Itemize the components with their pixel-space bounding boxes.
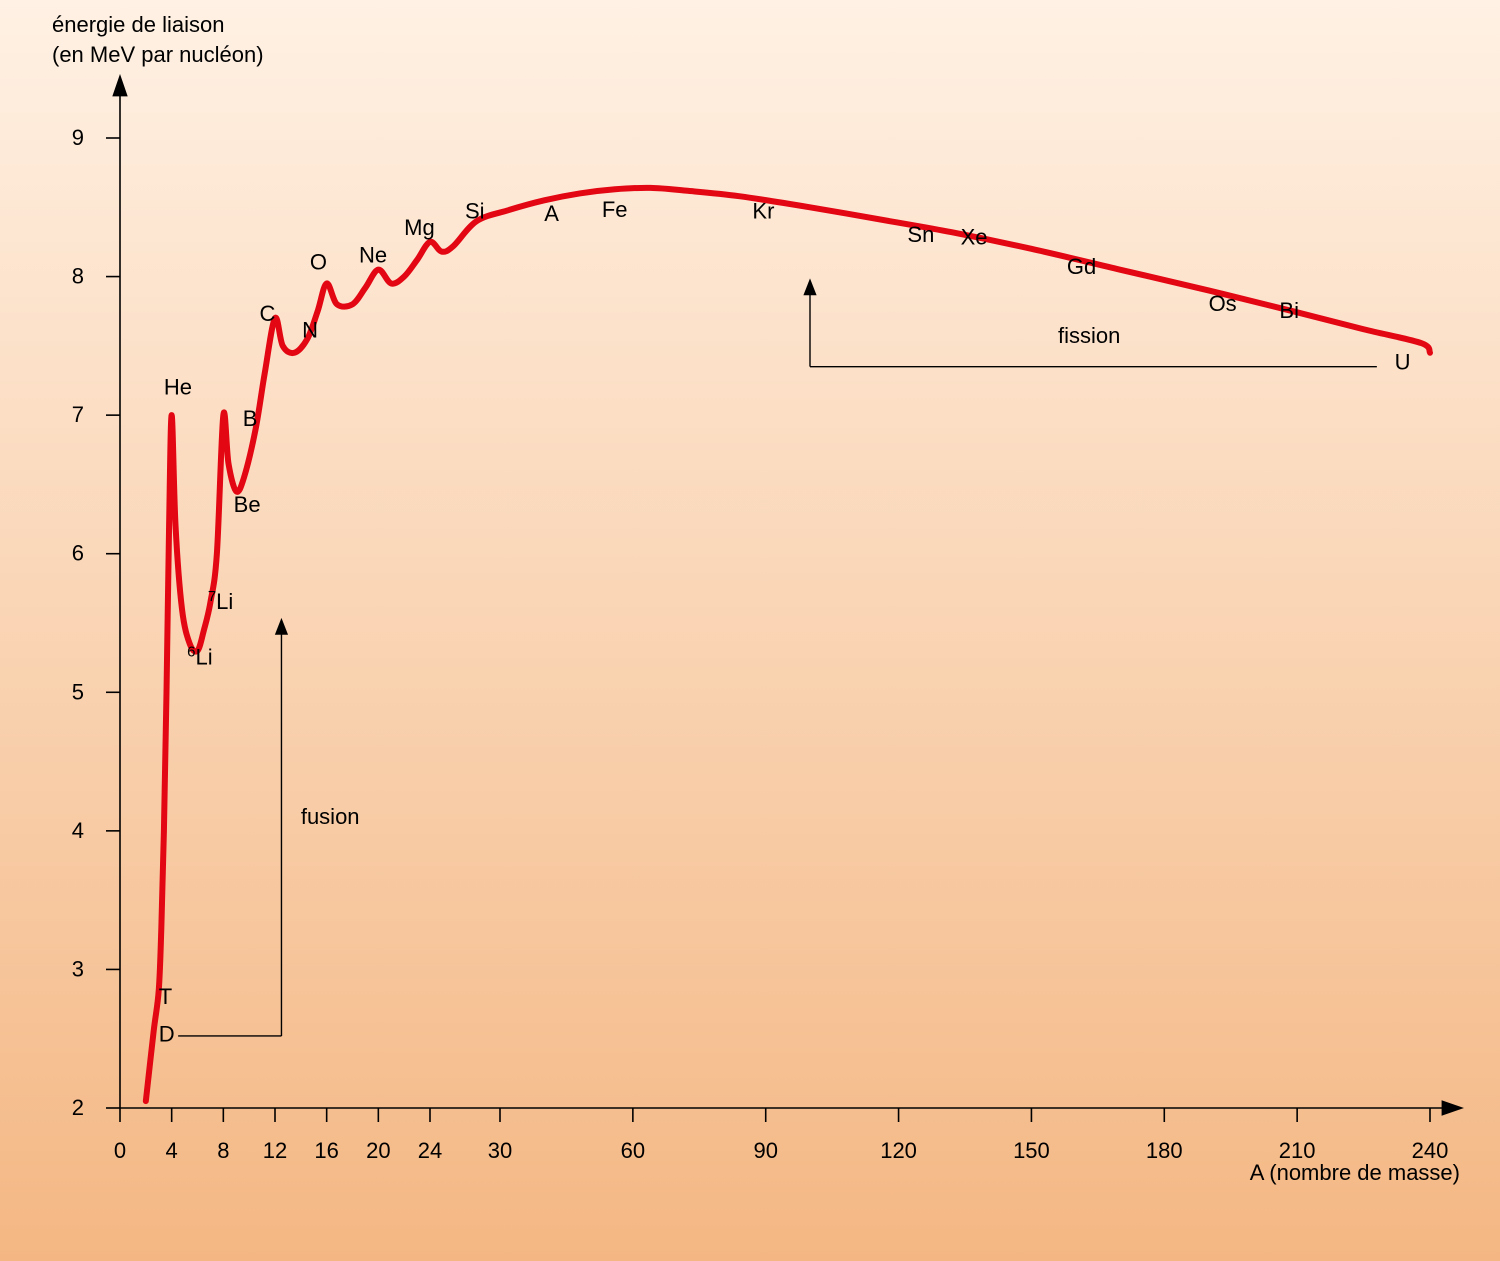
x-tick-label: 150 (1013, 1138, 1050, 1163)
annotation-label: fission (1058, 323, 1120, 348)
chart-svg: énergie de liaison (en MeV par nucléon) A … (0, 0, 1500, 1261)
y-tick-label: 8 (72, 264, 84, 289)
y-axis-title-line1: énergie de liaison (52, 12, 224, 37)
x-tick-label: 8 (217, 1138, 229, 1163)
element-label: Si (465, 198, 485, 223)
element-label: Bi (1279, 298, 1299, 323)
x-tick-label: 20 (366, 1138, 390, 1163)
element-label: Xe (961, 225, 988, 250)
element-label: O (310, 250, 327, 275)
element-label: B (243, 406, 258, 431)
x-tick-label: 0 (114, 1138, 126, 1163)
y-tick-label: 3 (72, 956, 84, 981)
x-tick-label: 4 (166, 1138, 178, 1163)
x-tick-label: 180 (1146, 1138, 1183, 1163)
x-tick-label: 12 (263, 1138, 287, 1163)
y-tick-label: 5 (72, 679, 84, 704)
x-tick-label: 24 (418, 1138, 442, 1163)
y-tick-label: 6 (72, 541, 84, 566)
x-tick-label: 210 (1279, 1138, 1316, 1163)
element-label: Fe (602, 197, 628, 222)
element-label: A (544, 201, 559, 226)
y-axis-title-line2: (en MeV par nucléon) (52, 42, 264, 67)
binding-energy-chart: énergie de liaison (en MeV par nucléon) A … (0, 0, 1500, 1261)
element-label: U (1395, 349, 1411, 374)
element-label: He (164, 374, 192, 399)
annotation-label: fusion (301, 804, 360, 829)
y-tick-label: 4 (72, 818, 84, 843)
element-label: Os (1209, 291, 1237, 316)
element-label: T (159, 984, 172, 1009)
element-label: Be (234, 492, 261, 517)
element-label: D (159, 1021, 175, 1046)
x-tick-label: 30 (488, 1138, 512, 1163)
x-tick-label: 16 (314, 1138, 338, 1163)
element-label: Mg (404, 215, 435, 240)
element-label: Ne (359, 243, 387, 268)
x-tick-label: 120 (880, 1138, 917, 1163)
element-label: C (260, 301, 276, 326)
x-tick-label: 60 (621, 1138, 645, 1163)
element-label: N (302, 318, 318, 343)
y-tick-label: 2 (72, 1095, 84, 1120)
x-tick-label: 240 (1412, 1138, 1449, 1163)
x-tick-label: 90 (753, 1138, 777, 1163)
y-tick-label: 7 (72, 402, 84, 427)
element-label: Sn (907, 222, 934, 247)
y-tick-label: 9 (72, 125, 84, 150)
element-label: Gd (1067, 254, 1096, 279)
x-axis-title: A (nombre de masse) (1250, 1160, 1460, 1185)
element-label: Kr (752, 198, 774, 223)
